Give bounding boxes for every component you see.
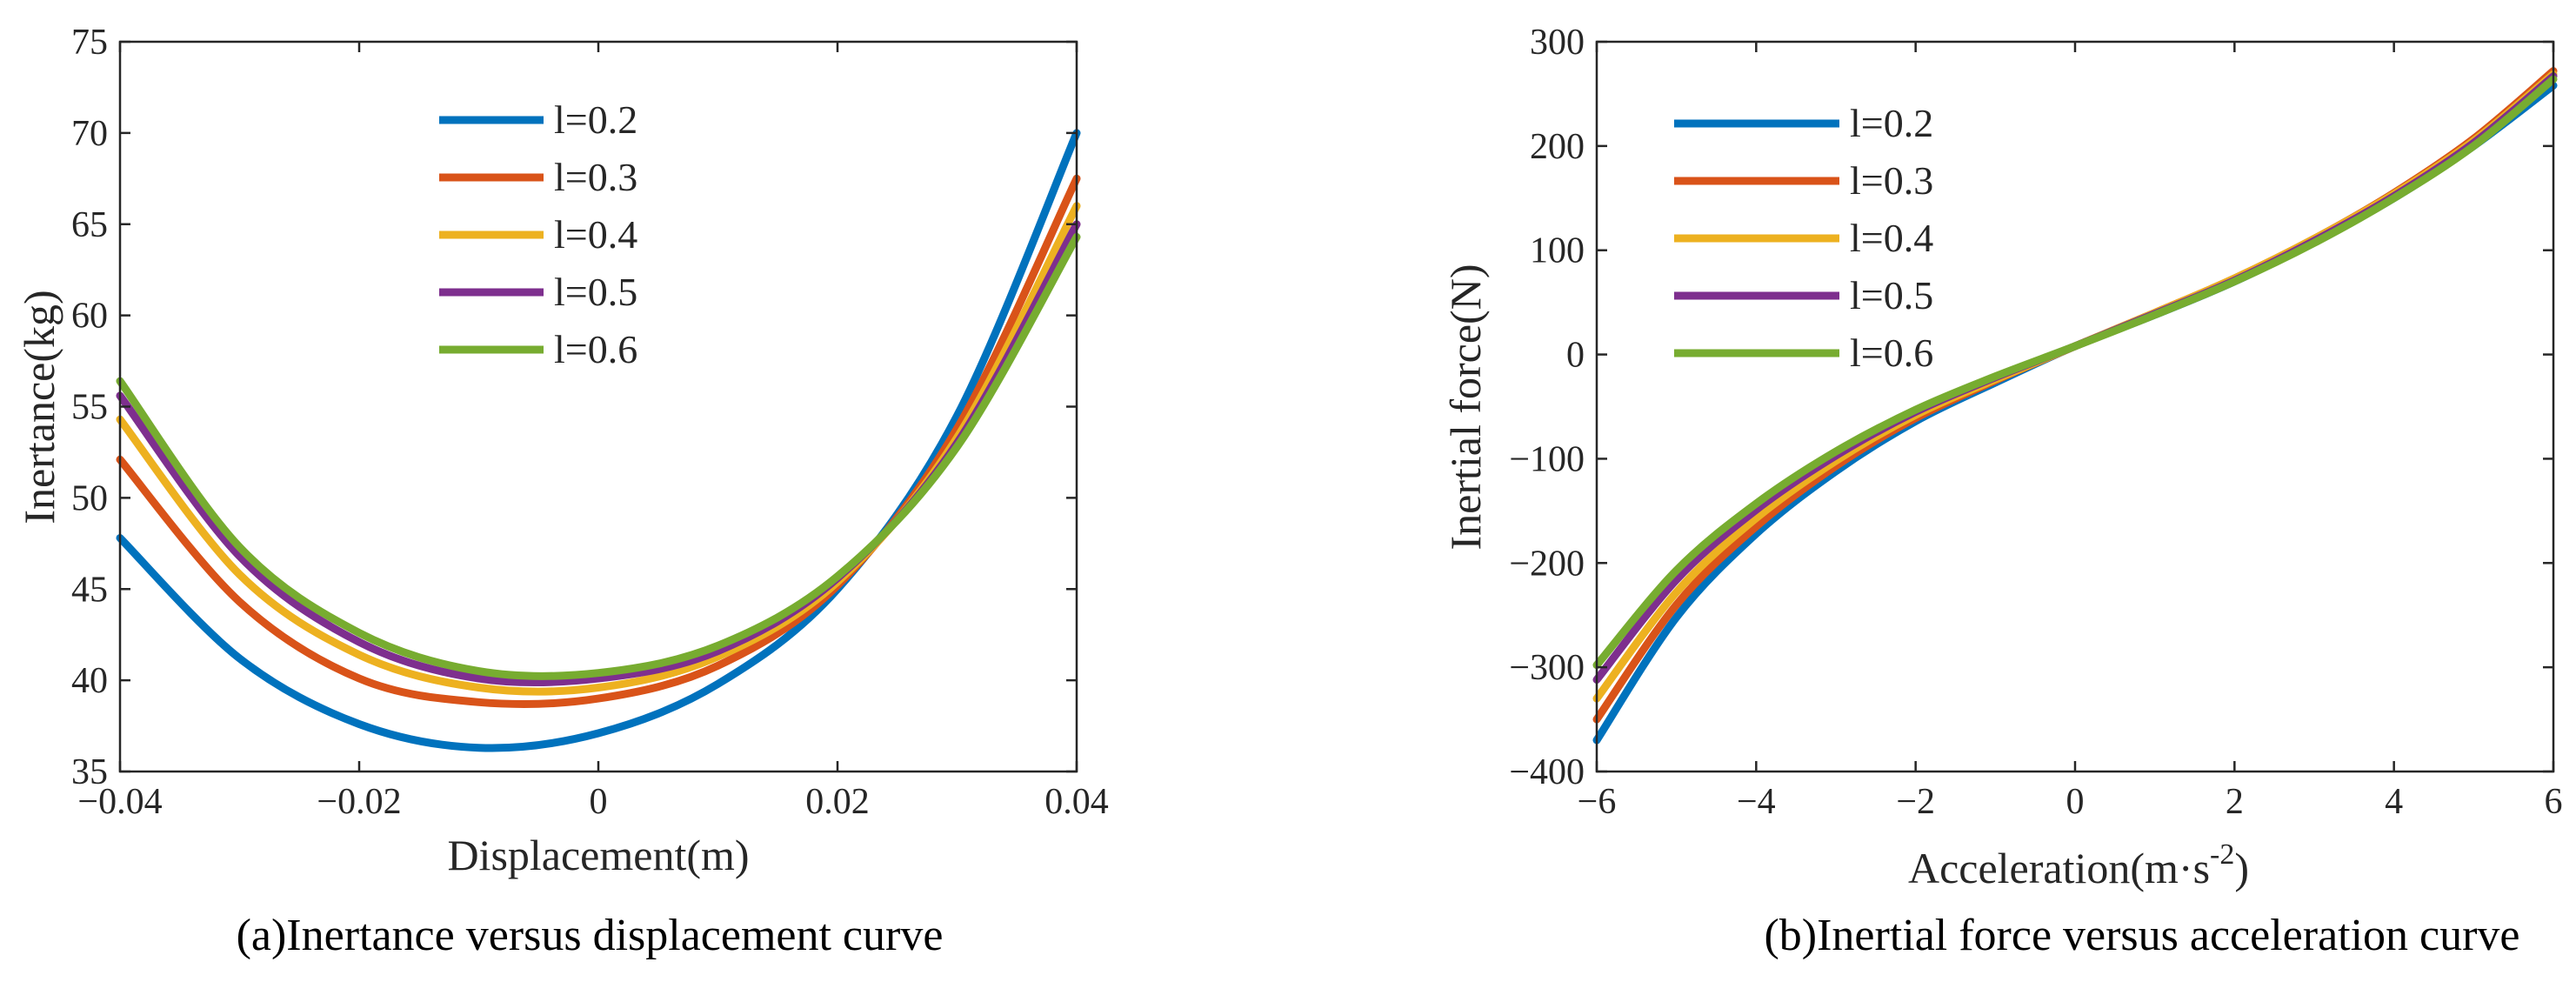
legend-label: l=0.2 (1850, 101, 1933, 145)
ticks-group-a: −0.04 −0.02 0 0.02 0.04 35 40 45 50 55 60 65 70 75 (71, 23, 1109, 822)
legend-label: l=0.6 (1850, 331, 1933, 375)
ticks-group-b: −6 −4 −2 0 2 4 6 −400 −300 −200 −100 0 100 200 300 (1509, 23, 2562, 822)
x-tick-label: 2 (2226, 782, 2244, 822)
legend-label: l=0.6 (554, 327, 637, 371)
y-tick-label: 35 (71, 752, 108, 792)
x-axis-label-a: Displacement(m) (447, 831, 749, 879)
y-axis-label-b: Inertial force(N) (1441, 264, 1490, 551)
x-tick-label: 0 (2066, 782, 2085, 822)
y-tick-label: 200 (1530, 127, 1585, 167)
y-tick-label: 0 (1566, 336, 1585, 376)
x-tick-label: −6 (1578, 782, 1617, 822)
series-group-b (1592, 67, 2558, 745)
y-tick-label: 60 (71, 297, 108, 337)
x-axis-label-b-superscript: -2 (2210, 838, 2234, 871)
legend-label: l=0.5 (554, 270, 637, 314)
x-tick-label: 0.02 (805, 782, 870, 822)
x-axis-label-b-main: Acceleration(m·s (1908, 844, 2210, 892)
series-line-l-0-6 (1592, 75, 2558, 670)
x-axis-label-b: Acceleration(m·s-2) (1908, 838, 2249, 892)
y-tick-label: 45 (71, 570, 108, 610)
legend-label: l=0.4 (554, 212, 637, 257)
y-tick-label: 65 (71, 205, 108, 245)
legend-label: l=0.5 (1850, 273, 1933, 317)
series-line-l-0-6 (116, 232, 1081, 680)
x-tick-label: 4 (2385, 782, 2403, 822)
caption-a: (a)Inertance versus displacement curve (237, 911, 944, 960)
y-tick-label: 40 (71, 661, 108, 701)
series-line-l-0-3 (116, 174, 1081, 708)
y-tick-label: 300 (1530, 23, 1585, 63)
x-tick-label: −0.02 (317, 782, 401, 822)
x-tick-label: 0 (590, 782, 608, 822)
x-tick-label: −0.04 (77, 782, 162, 822)
caption-b: (b)Inertial force versus acceleration cu… (1764, 911, 2519, 960)
y-tick-label: −100 (1509, 439, 1585, 479)
legend-a: l=0.2 l=0.3 l=0.4 l=0.5 l=0.6 (439, 97, 637, 371)
x-tick-label: −4 (1737, 782, 1776, 822)
x-tick-label: 0.04 (1044, 782, 1109, 822)
y-tick-label: 75 (71, 23, 108, 63)
legend-label: l=0.2 (554, 97, 637, 142)
legend-label: l=0.3 (1850, 158, 1933, 203)
x-tick-label: −2 (1896, 782, 1935, 822)
series-group-a (116, 129, 1081, 752)
x-axis-label-b-suffix: ) (2234, 844, 2249, 892)
y-axis-label-a: Inertance(kg) (15, 290, 63, 524)
x-tick-label: 6 (2545, 782, 2563, 822)
y-tick-label: 50 (71, 478, 108, 518)
y-tick-label: 55 (71, 388, 108, 428)
y-tick-label: −300 (1509, 648, 1585, 688)
y-tick-label: −400 (1509, 752, 1585, 792)
legend-label: l=0.4 (1850, 216, 1933, 260)
y-tick-label: 70 (71, 114, 108, 154)
y-tick-label: 100 (1530, 231, 1585, 271)
series-line-l-0-2 (116, 129, 1081, 752)
y-tick-label: −200 (1509, 544, 1585, 584)
legend-b: l=0.2 l=0.3 l=0.4 l=0.5 l=0.6 (1674, 101, 1933, 375)
chart-panel-inertial-force: −6 −4 −2 0 2 4 6 −400 −300 −200 −100 0 100 200 300 l=0… (1441, 23, 2563, 960)
legend-label: l=0.3 (554, 155, 637, 199)
